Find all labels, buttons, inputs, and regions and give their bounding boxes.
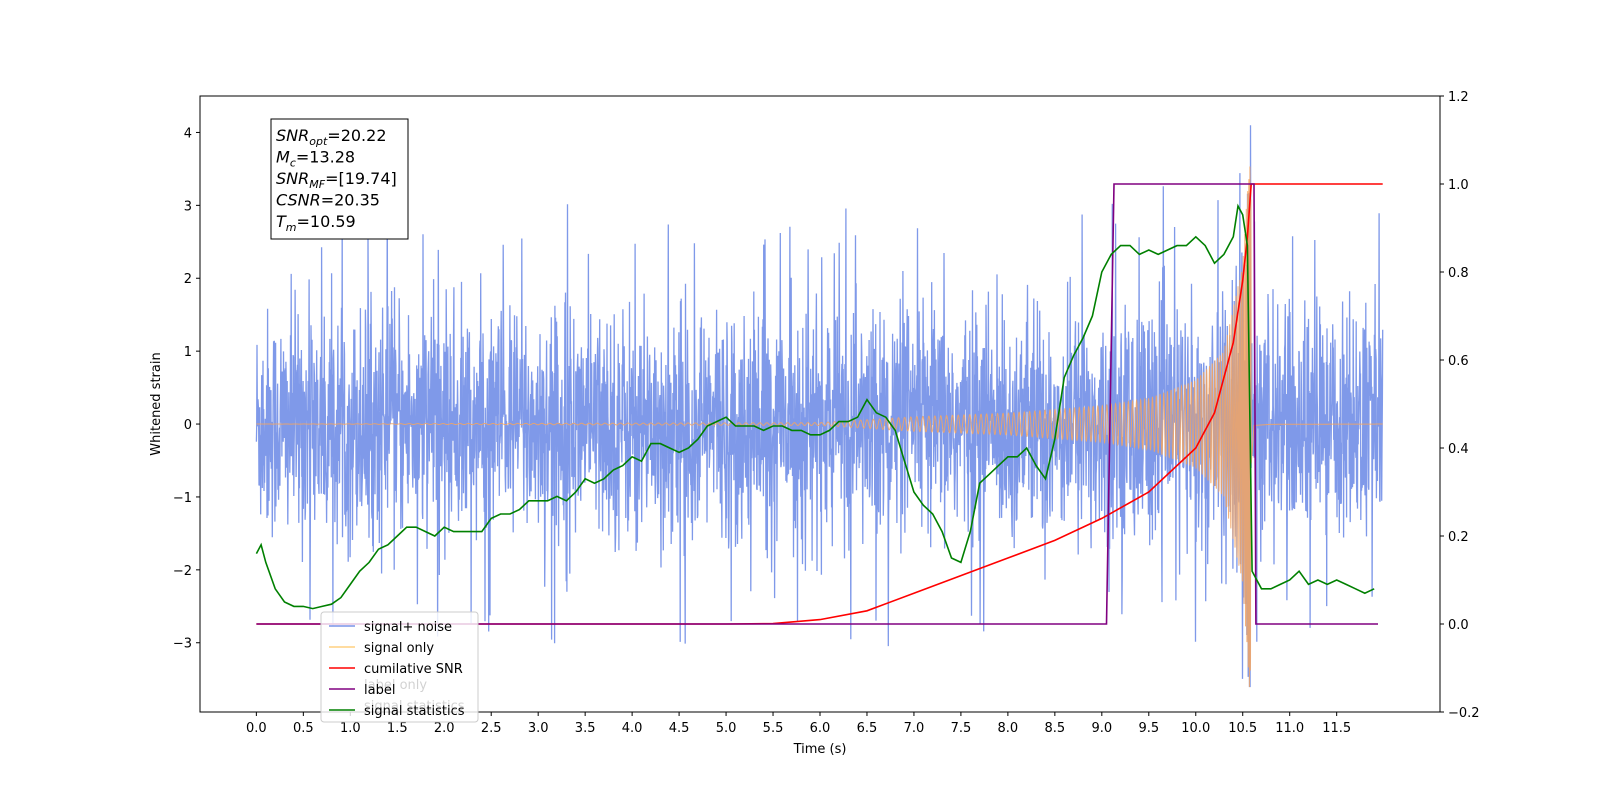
y-axis-label: Whitened strain (149, 352, 164, 455)
annotation-subscript: opt (309, 135, 328, 148)
y2-tick-label: 0.0 (1448, 618, 1469, 633)
y-tick-label: −1 (173, 491, 192, 506)
x-tick-label: 4.0 (622, 721, 643, 736)
y-tick-label: 4 (184, 126, 192, 141)
plot-area (255, 125, 1384, 688)
x-tick-label: 0.5 (293, 721, 314, 736)
x-tick-label: 5.5 (763, 721, 784, 736)
legend: label onlysignal statisticssignal+ noise… (320, 611, 479, 723)
annotation-symbol: M (276, 148, 290, 167)
y-tick-label: 1 (184, 345, 192, 360)
annotation-symbol: SNR (276, 169, 309, 188)
x-tick-label: 6.5 (857, 721, 878, 736)
annotation-line: Tm=10.59 (276, 212, 356, 234)
x-tick-label: 1.0 (340, 721, 361, 736)
series-line-label (256, 183, 1378, 625)
legend-box (320, 611, 479, 723)
y2-tick-label: −0.2 (1448, 706, 1480, 721)
legend-label: signal only (364, 641, 434, 656)
x-tick-label: 3.0 (528, 721, 549, 736)
x-tick-label: 3.5 (575, 721, 596, 736)
x-tick-label: 11.5 (1322, 721, 1351, 736)
y2-tick-label: 0.6 (1448, 354, 1469, 369)
x-tick-label: 7.0 (904, 721, 925, 736)
x-tick-label: 0.0 (246, 721, 267, 736)
y-tick-label: 0 (184, 418, 192, 433)
y-tick-label: −3 (173, 637, 192, 652)
x-tick-label: 7.5 (951, 721, 972, 736)
x-tick-label: 11.0 (1275, 721, 1304, 736)
stats-annotation-box: SNRopt=20.22Mc=13.28SNRMF=[19.74]CSNR=20… (270, 118, 409, 240)
legend-label: label (364, 683, 395, 698)
x-tick-label: 8.0 (998, 721, 1019, 736)
annotation-symbol: SNR (276, 126, 309, 145)
y-tick-label: 2 (184, 272, 192, 287)
y2-tick-label: 1.0 (1448, 178, 1469, 193)
y-tick-label: 3 (184, 199, 192, 214)
y-tick-label: −2 (173, 564, 192, 579)
series-line-signal-only (256, 166, 1383, 687)
annotation-value: =20.35 (321, 191, 380, 210)
annotation-subscript: m (286, 221, 297, 234)
x-axis: 0.0 0.5 1.0 1.5 2.0 2.5 3.0 3.5 4.0 4.5 5.0 5.5 6.0 6… (246, 712, 1351, 736)
x-tick-label: 5.0 (716, 721, 737, 736)
x-tick-label: 9.5 (1138, 721, 1159, 736)
x-tick-label: 2.0 (434, 721, 455, 736)
y2-tick-label: 0.4 (1448, 442, 1469, 457)
x-tick-label: 8.5 (1045, 721, 1066, 736)
y2-tick-label: 1.2 (1448, 90, 1469, 105)
annotation-symbol: CSNR (276, 191, 321, 210)
annotation-subscript: MF (309, 178, 325, 191)
x-tick-label: 2.5 (481, 721, 502, 736)
y-axis-right: −0.2 0.0 0.2 0.4 0.6 0.8 1.0 1.2 (1440, 90, 1480, 721)
annotation-value: =20.22 (327, 126, 386, 145)
legend-label: cumilative SNR (364, 662, 463, 677)
series-line-signal-statistics (255, 203, 1375, 610)
annotation-line: Mc=13.28 (276, 148, 355, 170)
annotation-symbol: T (276, 212, 287, 231)
annotation-line: CSNR=20.35 (276, 191, 380, 210)
x-tick-label: 6.0 (810, 721, 831, 736)
annotation-value: =[19.74] (325, 169, 397, 188)
annotation-line: SNRMF=[19.74] (276, 169, 397, 191)
legend-label: signal+ noise (364, 620, 452, 635)
annotation-subscript: c (290, 157, 296, 170)
x-tick-label: 9.0 (1091, 721, 1112, 736)
x-tick-label: 10.5 (1228, 721, 1257, 736)
annotation-value: =13.28 (296, 148, 355, 167)
y2-tick-label: 0.2 (1448, 530, 1469, 545)
x-tick-label: 10.0 (1181, 721, 1210, 736)
y-axis-left: −3 −2 −1 0 1 2 3 4 (173, 126, 200, 652)
legend-label: signal statistics (364, 704, 465, 719)
annotation-frame (270, 118, 409, 240)
series-line-cumilative-snr (256, 183, 1383, 625)
x-tick-label: 4.5 (669, 721, 690, 736)
annotation-line: SNRopt=20.22 (276, 126, 387, 148)
annotation-value: =10.59 (297, 212, 356, 231)
x-axis-label: Time (s) (793, 742, 847, 757)
x-tick-label: 1.5 (387, 721, 408, 736)
y2-tick-label: 0.8 (1448, 266, 1469, 281)
